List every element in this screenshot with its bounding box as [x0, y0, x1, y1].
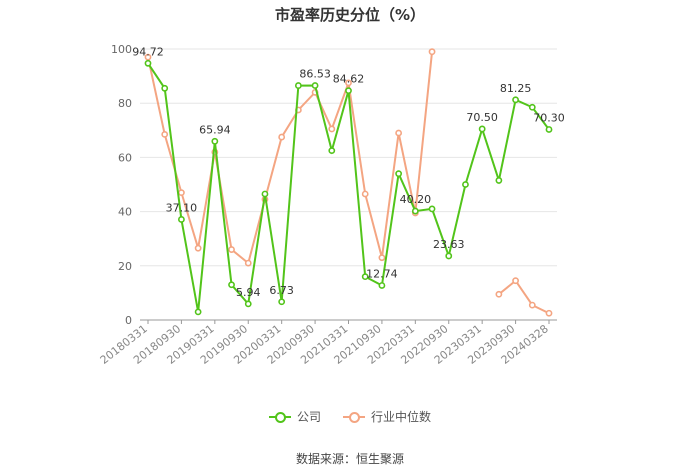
- company-point: [345, 87, 352, 95]
- company-point: [428, 205, 436, 213]
- company-data-label: 94.72: [132, 45, 164, 58]
- company-data-label: 12.74: [366, 267, 398, 280]
- company-data-label: 86.53: [299, 68, 331, 81]
- industry-median-point: [361, 190, 369, 198]
- company-data-label: 6.73: [269, 284, 294, 297]
- company-data-label: 37.10: [166, 201, 198, 214]
- company-point: [411, 207, 419, 215]
- company-data-label: 23.63: [433, 238, 465, 251]
- legend-swatch-industry-median: [343, 411, 365, 423]
- industry-median-point: [345, 79, 352, 87]
- company-data-label: 40.20: [400, 193, 432, 206]
- company-data-label: 84.62: [333, 73, 365, 86]
- company-point: [178, 216, 185, 223]
- chart-title: 市盈率历史分位（%）: [274, 6, 426, 24]
- industry-median-point: [278, 133, 286, 141]
- company-data-label: 70.50: [466, 111, 498, 124]
- company-point: [378, 282, 386, 289]
- y-tick-label: 80: [118, 97, 132, 110]
- industry-median-point: [194, 244, 202, 252]
- company-point: [495, 177, 503, 184]
- company-data-label: 70.30: [533, 111, 565, 124]
- industry-median-point: [161, 130, 169, 138]
- company-point: [478, 125, 486, 133]
- y-tick-label: 100: [111, 43, 132, 56]
- company-data-label: 5.94: [236, 286, 261, 299]
- company-point: [261, 190, 269, 198]
- industry-median-point: [495, 290, 503, 298]
- company-point: [294, 82, 302, 89]
- company-point: [211, 137, 219, 145]
- legend-label-industry-median: 行业中位数: [371, 410, 432, 424]
- industry-median-point: [328, 125, 336, 133]
- industry-median-series-line: [498, 279, 550, 315]
- industry-median-point: [378, 254, 386, 262]
- legend-label-company: 公司: [296, 410, 321, 424]
- company-point: [194, 308, 202, 316]
- industry-median-point: [428, 48, 436, 56]
- legend-item-company[interactable]: 公司: [268, 408, 321, 425]
- company-point: [462, 181, 469, 188]
- company-point: [278, 298, 286, 306]
- company-point: [244, 300, 252, 308]
- industry-median-series-line: [147, 51, 434, 265]
- legend-swatch-company: [268, 411, 291, 423]
- industry-median-point: [178, 189, 185, 197]
- company-point: [445, 252, 453, 260]
- company-point: [361, 273, 369, 281]
- y-tick-label: 20: [118, 260, 132, 273]
- industry-median-point: [528, 301, 536, 309]
- industry-median-point: [244, 259, 252, 267]
- company-point: [545, 126, 553, 133]
- company-data-label: 65.94: [199, 123, 231, 136]
- industry-median-point: [512, 277, 519, 285]
- industry-median-point: [144, 53, 152, 61]
- company-point: [512, 96, 519, 104]
- industry-median-point: [545, 309, 553, 317]
- y-tick-label: 40: [118, 206, 132, 219]
- y-tick-label: 60: [118, 151, 132, 164]
- y-tick-label: 0: [125, 314, 132, 327]
- company-point: [228, 281, 235, 289]
- company-point: [161, 84, 169, 92]
- company-point: [528, 103, 536, 111]
- company-point: [311, 82, 319, 89]
- industry-median-point: [228, 246, 235, 253]
- company-point: [395, 170, 403, 178]
- legend: 公司 行业中位数: [0, 408, 700, 425]
- company-data-label: 81.25: [500, 82, 532, 95]
- legend-item-industry-median[interactable]: 行业中位数: [343, 408, 431, 425]
- industry-median-point: [395, 129, 403, 137]
- company-point: [144, 59, 152, 67]
- company-point: [328, 147, 336, 155]
- source-note: 数据来源：恒生聚源: [295, 452, 404, 466]
